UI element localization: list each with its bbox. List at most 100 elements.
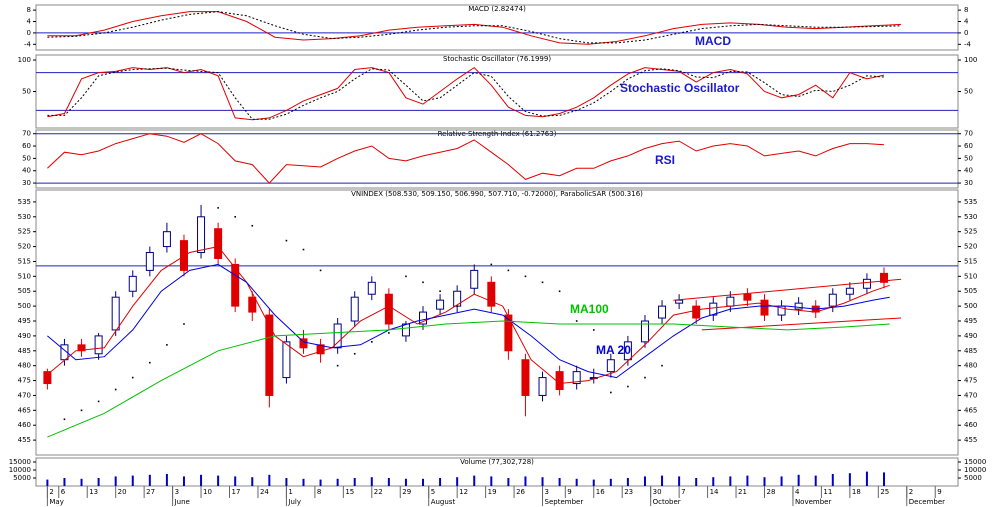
x-tick-label: 29 xyxy=(402,488,411,496)
sar-dot xyxy=(610,391,612,394)
panel-title: MACD (2.82474) xyxy=(468,5,526,13)
y-tick-label: 40 xyxy=(964,167,973,175)
x-tick-label: 1 xyxy=(288,488,292,496)
y-tick-label: -4 xyxy=(24,40,32,48)
x-tick-label: 3 xyxy=(545,488,549,496)
volume-bar xyxy=(200,474,203,486)
candle-body xyxy=(555,371,564,390)
y-tick-label: 535 xyxy=(18,198,31,206)
volume-bar xyxy=(456,477,459,486)
x-tick-label: 11 xyxy=(823,488,832,496)
y-tick-label: 535 xyxy=(964,198,977,206)
y-tick-label: 100 xyxy=(964,56,977,64)
volume-bar xyxy=(114,476,117,486)
sar-dot xyxy=(388,332,390,334)
candle-body xyxy=(401,323,410,337)
sar-dot xyxy=(524,275,527,278)
y-tick-label: 525 xyxy=(964,228,977,236)
candle-body xyxy=(77,344,86,352)
candle-body xyxy=(128,275,137,292)
y-tick-label: 490 xyxy=(964,332,977,340)
y-tick-label: 515 xyxy=(18,257,31,265)
series-label: MA100 xyxy=(570,302,609,316)
volume-bar xyxy=(302,478,305,486)
y-tick-label: 8 xyxy=(964,6,968,14)
sar-dot xyxy=(80,409,83,412)
panel-frame xyxy=(35,189,959,456)
candle-body xyxy=(248,296,257,313)
volume-bar xyxy=(883,472,886,486)
y-tick-label: 30 xyxy=(964,179,973,187)
y-tick-label: 50 xyxy=(22,154,31,162)
candle-body xyxy=(504,314,513,352)
sar-dot xyxy=(166,344,168,346)
volume-bar xyxy=(148,474,151,486)
sar-dot xyxy=(131,376,134,379)
y-tick-label: 475 xyxy=(18,377,31,385)
y-tick-label: 520 xyxy=(18,243,31,251)
sar-dot xyxy=(627,385,629,388)
candle-body xyxy=(521,359,530,396)
y-tick-label: 500 xyxy=(18,302,31,310)
indicator-line xyxy=(47,263,890,379)
volume-bar xyxy=(712,477,715,486)
candle-body xyxy=(145,252,154,271)
x-tick-label: 21 xyxy=(738,488,747,496)
volume-bar xyxy=(46,479,49,486)
y-tick-label: 500 xyxy=(964,302,977,310)
candle-body xyxy=(743,293,752,301)
y-tick-label: 50 xyxy=(964,154,973,162)
candle-body xyxy=(367,281,376,295)
sar-dot xyxy=(251,224,254,227)
sar-dot xyxy=(114,388,117,391)
sar-dot xyxy=(456,305,458,307)
y-tick-label: 480 xyxy=(964,362,977,370)
candle-body xyxy=(282,341,291,379)
candle-body xyxy=(606,359,615,373)
x-tick-label: 6 xyxy=(61,488,66,496)
volume-bar xyxy=(336,478,339,486)
x-tick-label: 2 xyxy=(909,488,913,496)
sar-dot xyxy=(405,275,407,278)
volume-bar xyxy=(387,478,390,486)
y-tick-label: 470 xyxy=(18,391,31,399)
volume-bar xyxy=(285,478,288,486)
candle-body xyxy=(350,296,359,322)
volume-bar xyxy=(131,475,134,486)
volume-bar xyxy=(80,478,83,486)
y-tick-label: 50 xyxy=(22,88,31,96)
y-tick-label: 505 xyxy=(18,287,31,295)
y-tick-label: 515 xyxy=(964,257,977,265)
x-tick-label: 27 xyxy=(146,488,155,496)
x-tick-label: 7 xyxy=(681,488,685,496)
candle-body xyxy=(623,341,632,361)
sar-dot xyxy=(302,248,305,251)
y-tick-label: 495 xyxy=(18,317,31,325)
panel-annotation: Stochastic Oscillator xyxy=(620,81,740,95)
volume-bar xyxy=(865,471,868,486)
y-tick-label: 50 xyxy=(964,88,973,96)
panel-title: VNINDEX (508.530, 509.150, 506.990, 507.… xyxy=(351,190,643,198)
y-tick-label: 10000 xyxy=(964,466,986,474)
x-tick-label: 16 xyxy=(596,488,605,496)
volume-bar xyxy=(695,478,698,486)
volume-bar xyxy=(763,477,766,486)
volume-bar xyxy=(165,474,168,486)
y-tick-label: 4 xyxy=(27,18,32,26)
x-tick-label: 12 xyxy=(459,488,468,496)
y-tick-label: 475 xyxy=(964,377,977,385)
candle-body xyxy=(111,296,120,331)
candle-body xyxy=(470,269,479,289)
sar-dot xyxy=(575,320,578,322)
candle-body xyxy=(419,311,428,325)
panel-frame xyxy=(35,129,959,189)
x-tick-label: 26 xyxy=(516,488,525,496)
sar-dot xyxy=(558,290,561,293)
panel-annotation: MACD xyxy=(695,34,731,48)
x-tick-label: 5 xyxy=(431,488,435,496)
sar-dot xyxy=(217,207,219,209)
sar-dot xyxy=(507,269,510,272)
x-tick-label: 23 xyxy=(624,488,633,496)
x-tick-label: 10 xyxy=(203,488,212,496)
